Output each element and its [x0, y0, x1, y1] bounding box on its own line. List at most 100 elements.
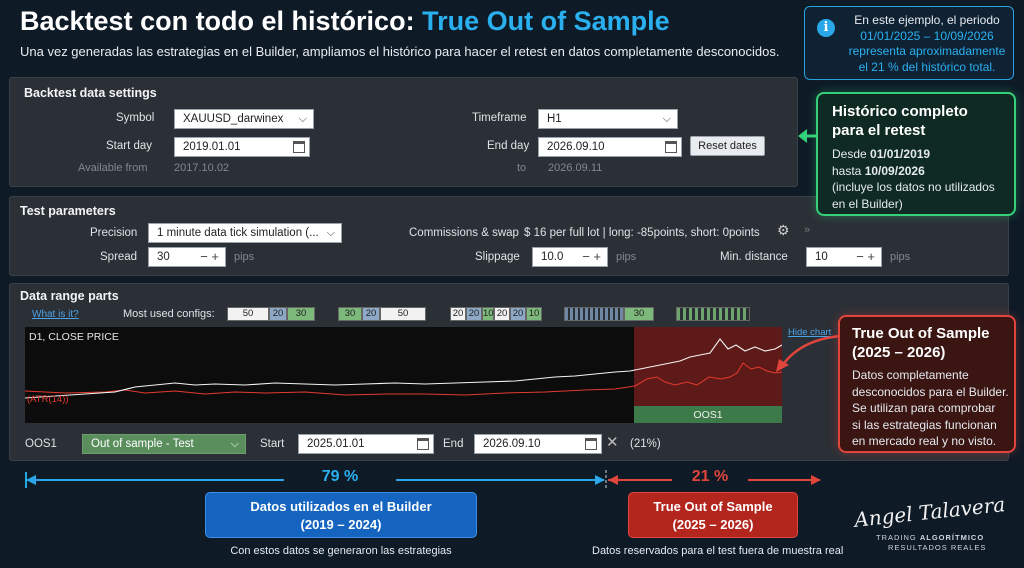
callout-date: 01/01/2019 [870, 147, 931, 161]
config-preset-3[interactable]: 20 20 10 20 20 10 [450, 307, 542, 321]
to-value: 2026.09.11 [548, 162, 603, 174]
preset-part: 20 [269, 307, 287, 321]
oos-type-value: Out of sample - Test [91, 438, 194, 450]
box-years: (2019 – 2024) [300, 517, 382, 532]
brand-logo: Angel Talavera TRADING ALGORÍTMICO RESUL… [850, 492, 1010, 556]
stepper-icon[interactable]: − + [200, 249, 219, 264]
timeframe-label: Timeframe [472, 112, 527, 124]
pips-label: pips [616, 251, 637, 263]
calendar-icon[interactable] [417, 438, 429, 450]
title-highlight: True Out of Sample [422, 6, 670, 36]
full-history-callout: Histórico completo para el retest Desde … [816, 92, 1016, 216]
precision-select[interactable]: 1 minute data tick simulation (... ⌵ [148, 223, 342, 243]
green-arrow-icon [798, 129, 818, 143]
preset-part: 10 [482, 307, 494, 321]
chevron-down-icon: ⌵ [230, 438, 239, 450]
arrow-right-icon [595, 475, 605, 485]
hide-chart-link[interactable]: Hide chart [788, 327, 832, 338]
precision-value: 1 minute data tick simulation (... [157, 227, 319, 239]
preset-part: 10 [526, 307, 542, 321]
close-icon[interactable]: ✕ [606, 434, 619, 451]
pips-label: pips [234, 251, 255, 263]
expand-icon[interactable]: » [804, 224, 811, 236]
callout-heading: Histórico completo para el retest [832, 102, 968, 140]
info-period: 01/01/2025 – 10/09/2026 [860, 28, 994, 43]
callout-line: Desde 01/01/2019 [832, 146, 1016, 163]
spread-value: 30 [157, 251, 170, 263]
calendar-icon[interactable] [585, 438, 597, 450]
symbol-label: Symbol [116, 112, 155, 124]
chart-title: D1, CLOSE PRICE [29, 331, 119, 343]
most-used-label: Most used configs: [123, 308, 215, 320]
callout-text: hasta [832, 163, 865, 178]
oos-caption: Datos reservados para el test fuera de m… [592, 545, 844, 557]
oos-start-label: Start [260, 438, 285, 450]
preset-part: 30 [338, 307, 362, 321]
oos-label: OOS1 [25, 438, 57, 450]
callout-line: hasta 10/09/2026 [832, 163, 1016, 180]
oos-end-label: End [443, 438, 464, 450]
atr-label: (ATR(14)) [27, 394, 69, 405]
slippage-value: 10.0 [541, 251, 564, 263]
info-icon: i [817, 19, 835, 37]
oos-type-select[interactable]: Out of sample - Test ⌵ [82, 434, 246, 454]
config-preset-1[interactable]: 50 20 30 [227, 307, 315, 321]
min-distance-field[interactable]: 10 − + [806, 247, 882, 267]
callout-line: Se utilizan para comprobar [852, 401, 996, 415]
slippage-field[interactable]: 10.0 − + [532, 247, 608, 267]
pips-label: pips [890, 251, 911, 263]
preset-part: 20 [510, 307, 526, 321]
chevron-down-icon: ⌵ [298, 113, 307, 125]
callout-line: en el Builder) [832, 196, 903, 211]
true-oos-callout: True Out of Sample (2025 – 2026) Datos c… [838, 315, 1016, 453]
tagline-part: ALGORÍTMICO [919, 533, 985, 542]
arrow-left-icon [608, 475, 618, 485]
spread-field[interactable]: 30 − + [148, 247, 226, 267]
config-preset-4[interactable]: 30 [564, 307, 654, 321]
callout-heading-line: para el retest [832, 122, 926, 139]
symbol-select[interactable]: XAUUSD_darwinex ⌵ [174, 109, 314, 129]
price-chart: D1, CLOSE PRICE (ATR(14)) OOS1 [25, 327, 782, 423]
start-day-field[interactable]: 2019.01.01 [174, 137, 310, 157]
commissions-value: $ 16 per full lot | long: -85points, sho… [524, 227, 760, 239]
callout-heading-line: (2025 – 2026) [852, 344, 946, 361]
config-preset-2[interactable]: 30 20 50 [338, 307, 426, 321]
page-title: Backtest con todo el histórico: True Out… [20, 6, 670, 37]
oos-percent-label: 21 % [672, 468, 748, 486]
what-is-it-link[interactable]: What is it? [32, 309, 79, 320]
preset-part: 20 [466, 307, 482, 321]
oos-start-field[interactable]: 2025.01.01 [298, 434, 434, 454]
stepper-icon[interactable]: − + [856, 249, 875, 264]
oos-band-label: OOS1 [693, 409, 723, 421]
arrow-left-icon [26, 475, 36, 485]
stepper-icon[interactable]: − + [582, 249, 601, 264]
red-arrow-icon [776, 334, 841, 372]
gear-icon[interactable]: ⚙ [777, 222, 790, 238]
arrow-right-icon [811, 475, 821, 485]
calendar-icon[interactable] [293, 141, 305, 153]
brand-tagline: TRADING ALGORÍTMICO [876, 533, 984, 542]
symbol-value: XAUUSD_darwinex [183, 113, 284, 125]
preset-part: 50 [227, 307, 269, 321]
preset-part [564, 307, 624, 321]
end-day-field[interactable]: 2026.09.10 [538, 137, 682, 157]
info-line: representa aproximadamente [848, 44, 1006, 58]
precision-label: Precision [90, 227, 138, 239]
callout-line: si las estrategias funcionan [852, 417, 997, 432]
calendar-icon[interactable] [665, 141, 677, 153]
preset-part: 20 [362, 307, 380, 321]
callout-line: desconocidos para el Builder. [852, 384, 1009, 399]
atr-line [25, 362, 782, 396]
preset-part: 20 [450, 307, 466, 321]
to-label: to [517, 162, 527, 174]
builder-percent: 79 % [284, 468, 396, 486]
signature: Angel Talavera [853, 492, 1007, 532]
oos-end-field[interactable]: 2026.09.10 [474, 434, 602, 454]
available-value: 2017.10.02 [174, 162, 230, 174]
oos-end-value: 2026.09.10 [483, 438, 541, 450]
reset-dates-button[interactable]: Reset dates [690, 136, 765, 156]
panel-title: Data range parts [20, 289, 119, 303]
config-preset-5[interactable] [676, 307, 750, 321]
timeframe-select[interactable]: H1 ⌵ [538, 109, 678, 129]
tagline-part: TRADING [876, 533, 920, 542]
